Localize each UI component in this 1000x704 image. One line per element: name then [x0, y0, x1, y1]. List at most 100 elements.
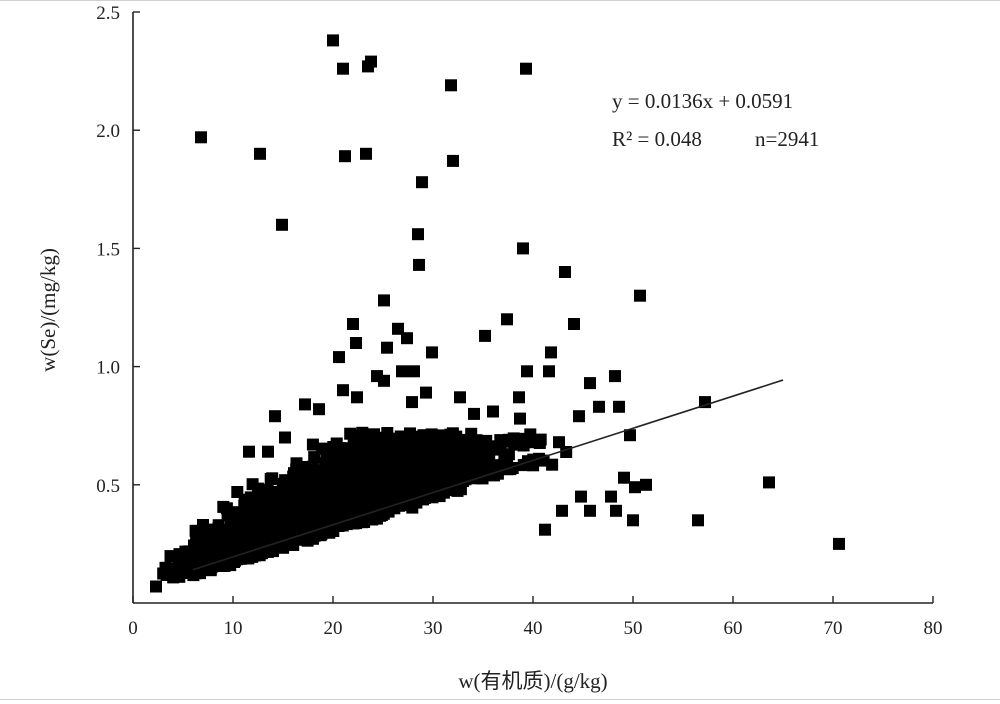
data-point [512, 438, 525, 451]
data-point [568, 318, 580, 330]
data-point [556, 504, 568, 517]
x-tick-label: 30 [424, 618, 443, 639]
data-point [624, 429, 636, 442]
data-point [183, 547, 195, 560]
data-point [454, 483, 467, 496]
data-point [204, 545, 216, 558]
data-point [378, 374, 390, 387]
trend-line [192, 379, 784, 571]
data-point [520, 62, 532, 75]
data-point [408, 365, 420, 378]
data-point [341, 472, 354, 485]
x-tick-label: 50 [624, 618, 643, 639]
data-point [304, 463, 317, 476]
data-point [339, 150, 351, 163]
data-point [534, 433, 547, 446]
data-point [351, 391, 363, 404]
y-tick-label: 2.0 [96, 121, 120, 142]
data-point [337, 62, 349, 75]
data-point [380, 468, 393, 481]
data-point [699, 396, 711, 409]
data-point [296, 517, 309, 530]
sample-size-label: n=2941 [755, 127, 819, 151]
data-point [413, 258, 425, 271]
data-point [308, 451, 321, 464]
data-point [432, 434, 445, 447]
data-point [609, 370, 621, 383]
x-tick-label: 40 [524, 618, 543, 639]
data-point [333, 351, 345, 364]
x-tick-label: 70 [824, 618, 843, 639]
x-tick-label: 60 [724, 618, 743, 639]
data-point [231, 506, 244, 519]
data-point [352, 485, 365, 498]
data-point [313, 403, 325, 416]
data-point [283, 491, 296, 504]
data-point [328, 469, 341, 482]
data-point [282, 481, 295, 494]
data-point [279, 431, 291, 444]
data-point [396, 365, 408, 378]
y-tick-label: 0.5 [96, 476, 120, 497]
data-point [367, 437, 380, 450]
data-point [498, 451, 511, 464]
data-point [197, 519, 209, 531]
data-point [252, 508, 265, 521]
data-point [613, 400, 625, 413]
x-tick-label: 10 [224, 618, 243, 639]
data-point [365, 55, 377, 68]
data-point [269, 410, 281, 423]
data-point [247, 541, 260, 554]
data-point [479, 329, 491, 342]
data-point [501, 435, 514, 448]
data-point [284, 519, 297, 532]
data-point [610, 504, 622, 517]
data-point [307, 498, 320, 510]
data-point [539, 523, 551, 536]
data-point [514, 412, 526, 425]
data-point [487, 405, 499, 418]
data-point [584, 377, 596, 390]
y-axis-label: w(Se)/(mg/kg) [36, 248, 60, 372]
x-axis-ticks: 0 10 20 30 40 50 60 70 80 [128, 596, 943, 639]
data-point [296, 487, 309, 500]
x-axis-label: w(有机质)/(g/kg) [458, 669, 607, 693]
data-point [404, 427, 416, 440]
data-point [173, 548, 186, 561]
data-point [378, 480, 391, 493]
data-point [640, 478, 652, 491]
data-point [412, 228, 424, 241]
y-axis-ticks: 0.5 1.0 1.5 2.0 2.5 [96, 3, 140, 497]
data-point [381, 341, 393, 354]
data-point [327, 34, 339, 47]
data-point [457, 452, 470, 465]
data-point [290, 457, 303, 470]
data-point [416, 176, 428, 189]
data-point [385, 492, 398, 505]
data-point [347, 318, 359, 330]
data-point [627, 514, 639, 527]
data-point [445, 79, 457, 92]
data-point [355, 429, 368, 442]
data-point [444, 442, 457, 454]
data-point [242, 510, 255, 523]
data-point [378, 294, 390, 307]
data-point [231, 486, 244, 498]
data-point [559, 266, 571, 278]
data-point [419, 473, 432, 486]
y-tick-label: 1.0 [96, 358, 120, 379]
data-point [325, 504, 338, 517]
data-point [315, 528, 328, 540]
data-point [468, 407, 480, 420]
data-point [287, 470, 300, 483]
bottom-border [0, 699, 1000, 700]
data-point [360, 147, 372, 160]
data-point [429, 451, 442, 464]
data-point [391, 433, 404, 446]
data-point [316, 510, 329, 523]
data-point [150, 580, 162, 593]
data-point [407, 453, 420, 466]
data-point [426, 346, 438, 359]
data-point [345, 500, 358, 513]
data-point [605, 490, 617, 503]
